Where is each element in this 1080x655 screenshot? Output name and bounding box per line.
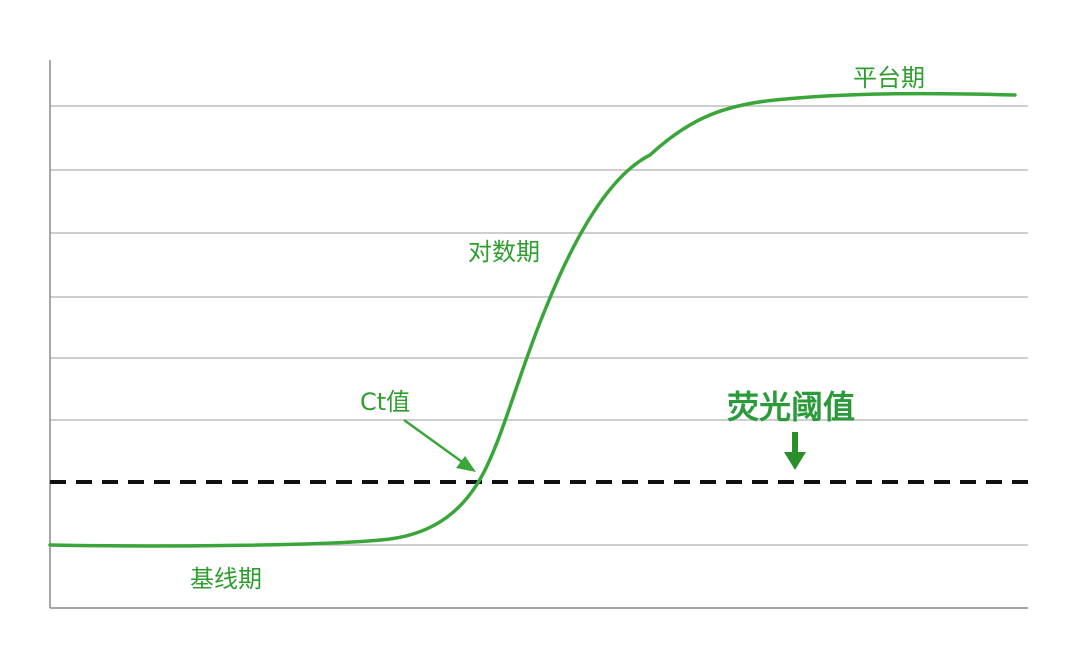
exponential-label: 对数期 — [468, 238, 540, 266]
ct-value-label: Ct值 — [360, 388, 410, 416]
amplification-curve — [48, 91, 1017, 548]
baseline-label: 基线期 — [190, 565, 262, 593]
threshold-arrow-head — [784, 452, 806, 470]
threshold-arrow — [784, 432, 806, 470]
threshold-label: 荧光阈值 — [727, 388, 855, 426]
ct-pointer — [403, 418, 476, 472]
ct-arrow-shaft — [403, 418, 466, 466]
axes — [49, 60, 1028, 609]
plateau-label: 平台期 — [853, 64, 925, 92]
threshold-arrow-shaft — [792, 432, 798, 456]
ct-arrow-head — [456, 456, 476, 472]
